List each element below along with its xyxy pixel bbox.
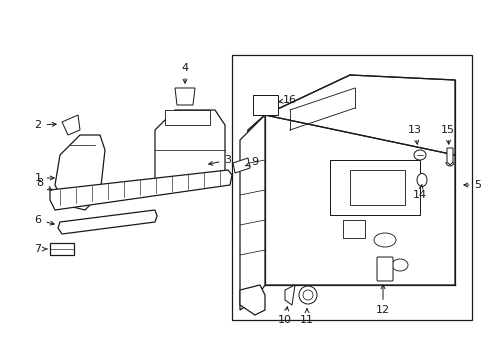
Bar	[231, 55, 471, 320]
Polygon shape	[50, 243, 74, 255]
Polygon shape	[175, 88, 195, 105]
Polygon shape	[446, 148, 452, 165]
Bar	[342, 220, 364, 238]
Polygon shape	[240, 115, 264, 310]
Text: 1: 1	[35, 173, 54, 183]
Polygon shape	[240, 285, 264, 315]
Text: 8: 8	[37, 178, 52, 190]
Text: 4: 4	[181, 63, 188, 83]
Polygon shape	[285, 285, 294, 305]
Text: 6: 6	[35, 215, 54, 225]
Polygon shape	[247, 115, 264, 295]
Polygon shape	[62, 115, 80, 135]
Text: 3: 3	[208, 155, 231, 165]
Text: 10: 10	[278, 307, 291, 325]
Ellipse shape	[413, 150, 425, 160]
FancyBboxPatch shape	[376, 257, 392, 281]
Bar	[329, 160, 419, 215]
Text: 5: 5	[463, 180, 481, 190]
Bar	[349, 170, 404, 205]
Text: 15: 15	[440, 125, 454, 144]
Text: 9: 9	[245, 157, 258, 167]
Circle shape	[303, 290, 312, 300]
Ellipse shape	[416, 174, 426, 186]
Polygon shape	[50, 170, 231, 210]
Text: 7: 7	[34, 244, 47, 254]
Polygon shape	[164, 110, 209, 125]
Text: 2: 2	[34, 120, 56, 130]
Circle shape	[298, 286, 316, 304]
Polygon shape	[58, 210, 157, 234]
Text: 12: 12	[375, 285, 389, 315]
Polygon shape	[264, 75, 454, 155]
Polygon shape	[264, 115, 454, 285]
Text: 16: 16	[279, 95, 296, 105]
Bar	[252, 95, 278, 115]
Polygon shape	[232, 158, 249, 173]
Ellipse shape	[373, 233, 395, 247]
Text: 11: 11	[299, 309, 313, 325]
Polygon shape	[55, 135, 105, 210]
Polygon shape	[155, 110, 224, 185]
Text: 14: 14	[412, 184, 426, 200]
Text: 13: 13	[407, 125, 421, 144]
Ellipse shape	[391, 259, 407, 271]
Polygon shape	[247, 115, 264, 295]
